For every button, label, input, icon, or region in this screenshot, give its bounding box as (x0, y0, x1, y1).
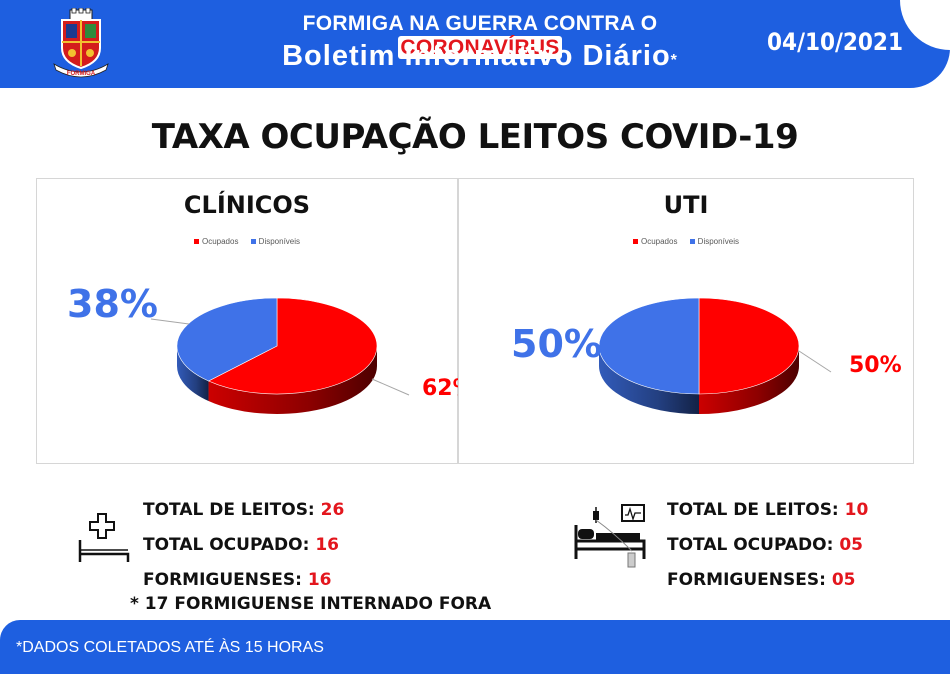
legend-item-disponiveis: Disponíveis (250, 237, 300, 246)
legend-swatch-ocupados (632, 239, 638, 245)
banner-line2: Boletim Informativo Diário* (250, 40, 710, 73)
clinicos-total-ocupado: TOTAL OCUPADO: 16 (143, 535, 339, 555)
legend-item-disponiveis: Disponíveis (689, 237, 739, 246)
data-label-ocupados: 50% (849, 353, 902, 378)
leader-line (798, 350, 832, 373)
footer-note: *DADOS COLETADOS ATÉ ÀS 15 HORAS (16, 639, 324, 656)
legend-swatch-disponiveis (689, 239, 695, 245)
pie-slice-ocupados (207, 297, 378, 395)
uti-legend: Ocupados Disponíveis (459, 237, 913, 246)
bulletin-asterisk: * (670, 52, 678, 69)
uti-stats: TOTAL DE LEITOS: 10 TOTAL OCUPADO: 05 FO… (667, 500, 868, 605)
uti-pie-chart: 50% 50% (511, 297, 902, 414)
city-crest-icon: FORMIGA (53, 8, 109, 78)
data-label-disponveis: 50% (511, 322, 602, 366)
uti-total-leitos: TOTAL DE LEITOS: 10 (667, 500, 869, 520)
bulletin-title: Boletim Informativo Diário (282, 40, 671, 72)
uti-total-ocupado: TOTAL OCUPADO: 05 (667, 535, 863, 555)
clinicos-formiguenses: FORMIGUENSES: 16 (143, 570, 332, 590)
footer-banner: *DADOS COLETADOS ATÉ ÀS 15 HORAS (0, 620, 950, 674)
svg-text:FORMIGA: FORMIGA (67, 71, 96, 77)
legend-item-ocupados: Ocupados (632, 237, 677, 246)
data-label-ocupados: 62% (422, 376, 459, 401)
uti-formiguenses: FORMIGUENSES: 05 (667, 570, 856, 590)
leader-line (150, 318, 190, 325)
uti-chart-panel: UTI Ocupados Disponíveis 50% 50% (458, 178, 914, 464)
legend-swatch-disponiveis (250, 239, 256, 245)
icu-bed-icon (574, 504, 646, 568)
clinicos-pie-chart: 62% 38% (67, 282, 459, 414)
legend-item-ocupados: Ocupados (193, 237, 238, 246)
legend-swatch-ocupados (193, 239, 199, 245)
clinicos-chart-title: CLÍNICOS (183, 191, 311, 219)
banner-prefix: FORMIGA NA GUERRA CONTRA O (302, 12, 658, 35)
header-banner: FORMIGA FORMIGA NA GUERRA CONTRA O CORON… (0, 0, 950, 88)
clinicos-legend: Ocupados Disponíveis (37, 237, 457, 246)
pie-wall-ocupados (699, 346, 799, 414)
pie-slice-disponveis (598, 297, 700, 395)
report-date: 04/10/2021 (767, 28, 903, 56)
leader-line (371, 378, 410, 396)
pie-wall-ocupados (208, 346, 377, 414)
banner-coronavirus: CORONAVÍRUS (398, 36, 562, 59)
page-title: TAXA OCUPAÇÃO LEITOS COVID-19 (151, 117, 799, 157)
pie-slice-disponveis (176, 297, 278, 382)
internado-fora-note: * 17 FORMIGUENSE INTERNADO FORA (130, 594, 492, 614)
clinicos-chart-panel: CLÍNICOS Ocupados Disponíveis 62% 38% (36, 178, 459, 464)
clinicos-total-leitos: TOTAL DE LEITOS: 26 (143, 500, 345, 520)
pie-wall-disponveis (599, 346, 699, 414)
data-label-disponveis: 38% (67, 282, 158, 326)
clinicos-stats: TOTAL DE LEITOS: 26 TOTAL OCUPADO: 16 FO… (143, 500, 344, 605)
uti-chart-title: UTI (663, 191, 709, 219)
pie-wall-disponveis (177, 346, 209, 401)
banner-line1: FORMIGA NA GUERRA CONTRA O CORONAVÍRUS (250, 12, 710, 60)
hospital-bed-icon (78, 513, 130, 562)
pie-slice-ocupados (698, 297, 800, 395)
